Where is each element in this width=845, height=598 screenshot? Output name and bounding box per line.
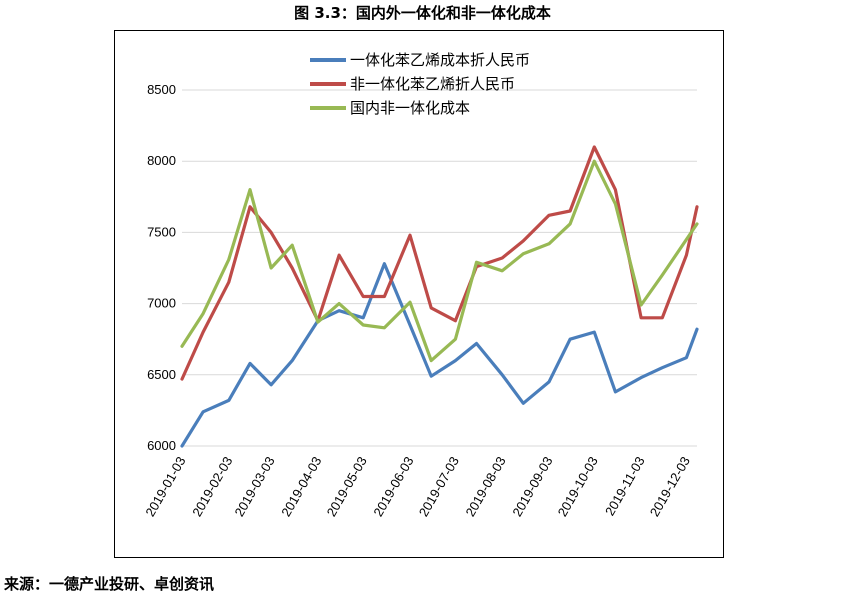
series-line bbox=[180, 159, 699, 363]
y-tick-label: 7000 bbox=[147, 296, 176, 311]
x-tick-label: 2019-06-03 bbox=[370, 454, 416, 519]
y-tick-label: 8500 bbox=[147, 82, 176, 97]
x-tick-label: 2019-08-03 bbox=[463, 454, 509, 519]
x-tick-label: 2019-12-03 bbox=[647, 454, 693, 519]
x-tick-label: 2019-04-03 bbox=[278, 454, 324, 519]
series-line bbox=[180, 262, 699, 448]
y-tick-label: 6500 bbox=[147, 367, 176, 382]
figure-title: 图 3.3：国内外一体化和非一体化成本 bbox=[294, 4, 551, 22]
x-tick-label: 2019-02-03 bbox=[189, 454, 235, 519]
x-tick-label: 2019-11-03 bbox=[602, 454, 648, 518]
y-tick-label: 6000 bbox=[147, 438, 176, 453]
y-tick-label: 8000 bbox=[147, 153, 176, 168]
legend-label: 非一体化苯乙烯折人民币 bbox=[350, 75, 515, 93]
chart-frame bbox=[114, 30, 724, 558]
x-tick-label: 2019-07-03 bbox=[416, 454, 462, 519]
x-tick-label: 2019-05-03 bbox=[324, 454, 370, 519]
y-tick-label: 7500 bbox=[147, 224, 176, 239]
legend-label: 一体化苯乙烯成本折人民币 bbox=[350, 51, 530, 69]
x-tick-label: 2019-03-03 bbox=[231, 454, 277, 519]
x-tick-label: 2019-09-03 bbox=[509, 454, 555, 519]
x-tick-label: 2019-01-03 bbox=[142, 454, 188, 519]
source-note: 来源：一德产业投研、卓创资讯 bbox=[4, 575, 215, 593]
legend-label: 国内非一体化成本 bbox=[350, 99, 470, 117]
x-tick-label: 2019-10-03 bbox=[555, 454, 601, 519]
series-line bbox=[180, 145, 699, 381]
